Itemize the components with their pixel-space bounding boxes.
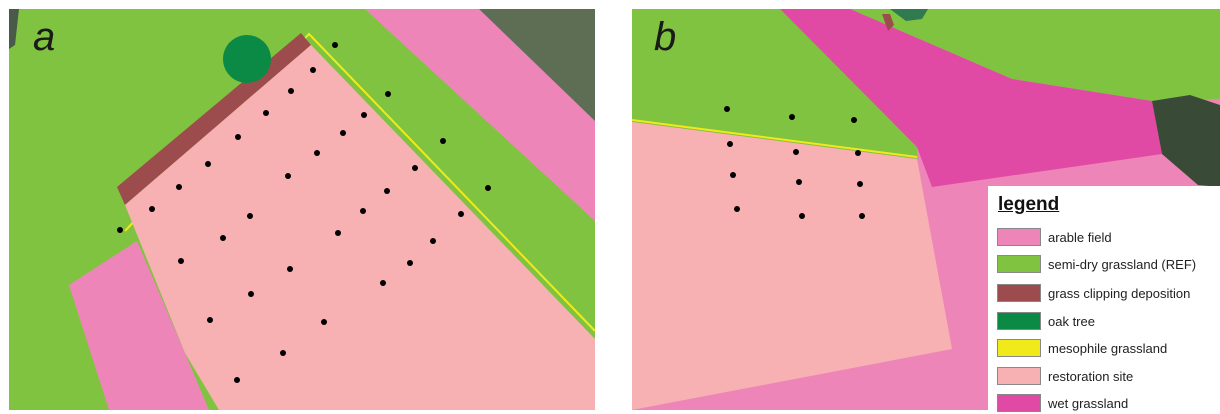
legend-item-arable-field: arable field xyxy=(997,226,1112,248)
semi-dry-grassland-area xyxy=(850,9,1220,101)
legend-swatch xyxy=(997,284,1041,302)
sample-point xyxy=(287,266,293,272)
sample-point xyxy=(430,238,436,244)
sample-point xyxy=(335,230,341,236)
sample-point xyxy=(734,206,740,212)
sample-point xyxy=(285,173,291,179)
sample-point xyxy=(859,213,865,219)
sample-point xyxy=(117,227,123,233)
sample-point xyxy=(248,291,254,297)
aerial-photo-patch xyxy=(1152,95,1220,187)
sample-point xyxy=(724,106,730,112)
sample-point xyxy=(280,350,286,356)
sample-point xyxy=(360,208,366,214)
legend-item-semi-dry-grassland: semi-dry grassland (REF) xyxy=(997,253,1196,275)
legend-swatch xyxy=(997,228,1041,246)
legend-swatch xyxy=(997,339,1041,357)
legend-label: semi-dry grassland (REF) xyxy=(1048,256,1197,272)
legend-item-grass-clipping-deposition: grass clipping deposition xyxy=(997,282,1190,304)
grass-clipping-deposition-area xyxy=(882,14,894,31)
legend-item-mesophile-grassland: mesophile grassland xyxy=(997,337,1167,359)
legend-item-oak-tree: oak tree xyxy=(997,310,1095,332)
sample-point xyxy=(321,319,327,325)
legend-label: restoration site xyxy=(1048,368,1134,384)
sample-point xyxy=(361,112,367,118)
aerial-photo-patch xyxy=(9,9,19,49)
legend-swatch xyxy=(997,394,1041,412)
sample-point xyxy=(458,211,464,217)
sample-point xyxy=(485,185,491,191)
sample-point xyxy=(176,184,182,190)
semi-dry-grassland-area xyxy=(632,9,917,159)
sample-point xyxy=(412,165,418,171)
legend-label: arable field xyxy=(1048,229,1112,245)
sample-point xyxy=(207,317,213,323)
legend-label: wet grassland xyxy=(1048,395,1129,411)
sample-point xyxy=(727,141,733,147)
mesophile-grassland-edge xyxy=(632,119,918,158)
arable-field-area xyxy=(365,9,595,221)
sample-point xyxy=(407,260,413,266)
oak-tree-marker xyxy=(223,35,271,83)
sample-point xyxy=(149,206,155,212)
sample-point xyxy=(178,258,184,264)
sample-point xyxy=(332,42,338,48)
aerial-photo-patch xyxy=(890,9,928,21)
restoration-site-area xyxy=(632,122,952,410)
legend-label: grass clipping deposition xyxy=(1048,285,1191,301)
legend-label: mesophile grassland xyxy=(1048,340,1168,356)
legend-item-restoration-site: restoration site xyxy=(997,365,1133,387)
legend-swatch xyxy=(997,312,1041,330)
sample-point xyxy=(247,213,253,219)
sample-point xyxy=(220,235,226,241)
sample-point xyxy=(384,188,390,194)
panel-label-b: b xyxy=(654,15,677,59)
sample-point xyxy=(796,179,802,185)
sample-point xyxy=(205,161,211,167)
sample-point xyxy=(789,114,795,120)
sample-point xyxy=(380,280,386,286)
sample-point xyxy=(793,149,799,155)
map-panel-a: a xyxy=(9,9,595,410)
sample-point xyxy=(235,134,241,140)
sample-point xyxy=(340,130,346,136)
wet-grassland-area xyxy=(780,9,1162,187)
sample-points xyxy=(117,42,491,383)
sample-point xyxy=(310,67,316,73)
sample-point xyxy=(730,172,736,178)
legend-title: legend xyxy=(998,194,1060,215)
sample-point xyxy=(855,150,861,156)
sample-point xyxy=(288,88,294,94)
sample-point xyxy=(857,181,863,187)
legend-swatch xyxy=(997,367,1041,385)
sample-point xyxy=(851,117,857,123)
sample-point xyxy=(799,213,805,219)
map-a-canvas xyxy=(9,9,595,410)
arable-field-area xyxy=(69,241,209,410)
sample-point xyxy=(314,150,320,156)
sample-point xyxy=(234,377,240,383)
sample-point xyxy=(385,91,391,97)
panel-label-a: a xyxy=(33,15,56,59)
map-legend: legend arable field semi-dry grassland (… xyxy=(988,186,1220,412)
legend-item-wet-grassland: wet grassland xyxy=(997,392,1128,414)
restoration-site-area xyxy=(125,45,595,410)
legend-swatch xyxy=(997,255,1041,273)
sample-point xyxy=(263,110,269,116)
legend-label: oak tree xyxy=(1048,313,1095,329)
sample-points xyxy=(724,106,865,219)
sample-point xyxy=(440,138,446,144)
